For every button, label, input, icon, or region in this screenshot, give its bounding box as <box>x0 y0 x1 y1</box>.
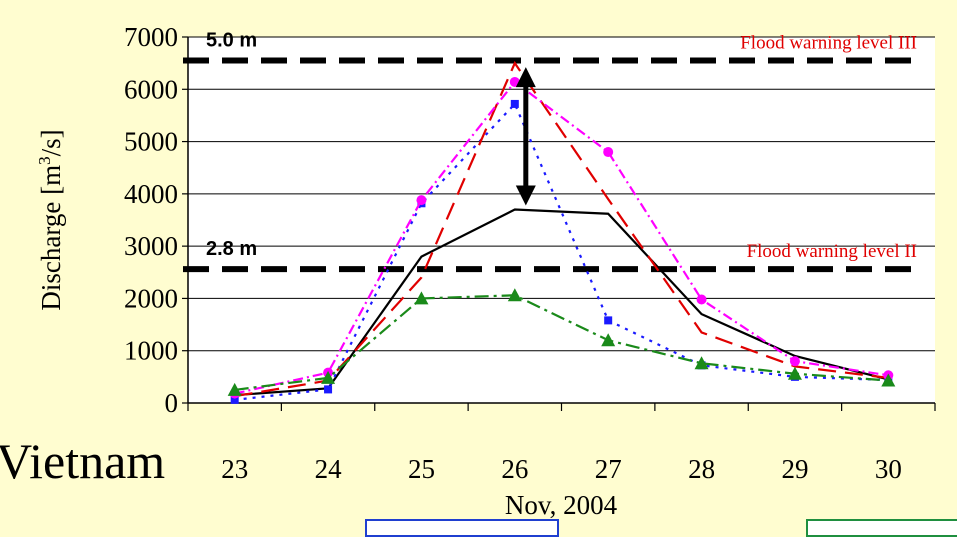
x-tick-label: 26 <box>501 454 528 484</box>
gauge-level-label: 5.0 m <box>206 30 257 52</box>
data-point-circle <box>603 147 614 158</box>
data-point-circle <box>789 356 800 367</box>
data-point-triangle <box>881 373 896 387</box>
y-tick-label: 1000 <box>124 336 178 366</box>
y-tick-label: 3000 <box>124 231 178 261</box>
y-tick-label: 6000 <box>124 74 178 104</box>
data-point-square <box>324 385 333 394</box>
y-axis-label: Discharge [m3/s] <box>35 129 66 310</box>
data-point-square <box>510 99 519 108</box>
x-tick-label: 30 <box>875 454 902 484</box>
plot-area <box>188 37 935 403</box>
data-point-triangle <box>227 382 242 396</box>
y-tick-label: 0 <box>165 388 179 418</box>
y-tick-label: 2000 <box>124 283 178 313</box>
data-point-triangle <box>507 288 522 302</box>
data-point-circle <box>416 195 427 206</box>
x-axis-label: Nov, 2004 <box>505 490 618 520</box>
series-line <box>234 80 889 395</box>
x-tick-label: 24 <box>315 454 343 484</box>
data-point-triangle <box>601 333 616 347</box>
legend-box-blue <box>365 519 559 537</box>
data-point-triangle <box>321 370 336 384</box>
x-tick-label: 25 <box>408 454 435 484</box>
gauge-level-label: 2.8 m <box>206 238 257 260</box>
series-line <box>234 208 889 397</box>
annotation-arrow-head-up <box>515 67 536 88</box>
x-tick-label: 29 <box>781 454 808 484</box>
y-tick-label: 7000 <box>124 22 178 52</box>
series-line <box>234 101 889 401</box>
data-point-square <box>230 395 239 404</box>
y-axis-label-tail: /s] <box>36 129 66 156</box>
flood-warning-label: Flood warning level III <box>740 33 917 54</box>
series-line <box>234 294 889 392</box>
x-tick-label: 27 <box>595 454 622 484</box>
x-tick-label: 28 <box>688 454 715 484</box>
background-title-fragment: Vietnam <box>0 433 166 489</box>
flood-warning-label: Flood warning level II <box>747 241 917 262</box>
y-axis-label-superscript: 3 <box>35 156 54 165</box>
legend-box-green <box>806 519 957 537</box>
data-point-triangle <box>414 291 429 305</box>
y-tick-label: 4000 <box>124 179 178 209</box>
annotation-arrow-head-down <box>515 185 536 206</box>
x-tick-label: 23 <box>221 454 248 484</box>
data-point-triangle <box>787 366 802 380</box>
y-axis-label-main: Discharge [m <box>36 165 66 311</box>
data-point-circle <box>696 294 707 305</box>
y-tick-label: 5000 <box>124 127 178 157</box>
data-point-square <box>604 316 613 325</box>
data-point-triangle <box>694 356 709 370</box>
